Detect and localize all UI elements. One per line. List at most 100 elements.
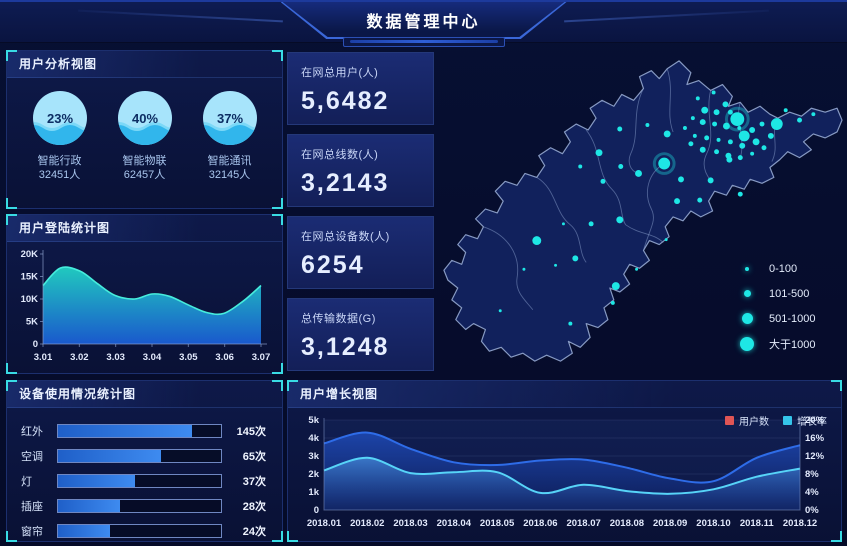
panel-user-analysis: 用户分析视图 23% 智能行政 32451人 40% 智能物联 62457人 37% 智能通讯… — [6, 50, 283, 209]
svg-text:2018.08: 2018.08 — [610, 518, 644, 529]
svg-text:0: 0 — [314, 505, 319, 516]
map-scatter-point — [695, 96, 700, 101]
growth-chart: 0 1k 2k 3k 4k 5k 0% 4% 8% 12% 16% 20% 2018.01 2018.02… — [307, 415, 825, 529]
map-scatter-point — [707, 177, 714, 184]
svg-text:2018.03: 2018.03 — [393, 518, 427, 529]
map-scatter-point — [727, 139, 733, 145]
svg-text:2018.09: 2018.09 — [653, 518, 687, 529]
map-legend-dot-icon — [743, 290, 751, 297]
page-title: 数据管理中心 — [366, 13, 481, 31]
map-scatter-point — [674, 198, 681, 205]
map-scatter-point — [770, 118, 783, 130]
map-scatter-glow — [724, 106, 750, 132]
gauge-label: 智能通讯 — [207, 155, 252, 167]
map-scatter-point — [645, 123, 650, 128]
stat-label: 在网总线数(人) — [301, 149, 379, 161]
device-bar-track — [57, 498, 222, 513]
stat-cards: 在网总用户(人) 5,6482 在网总线数(人) 3,2143 在网总设备数(人) 625… — [287, 52, 434, 371]
map-scatter-point — [730, 112, 745, 127]
stat-card: 在网总设备数(人) 6254 — [287, 216, 434, 289]
header-underbar — [342, 37, 505, 47]
map-scatter-point — [722, 122, 730, 130]
growth-legend-item[interactable]: 增长率 — [783, 413, 827, 428]
svg-text:0: 0 — [33, 339, 38, 350]
map-legend-item[interactable]: 0-100 — [737, 256, 816, 281]
stat-value: 3,2143 — [301, 169, 390, 197]
gauge: 37% 智能通讯 32145人 — [192, 89, 268, 182]
map-scatter-point — [635, 267, 639, 271]
map-scatter-point — [600, 178, 606, 184]
device-bar-fill — [58, 524, 111, 537]
svg-text:2018.11: 2018.11 — [740, 518, 775, 529]
device-row: 灯 37次 — [21, 471, 266, 490]
map-legend-dot-icon — [745, 266, 749, 271]
map-scatter-point — [750, 151, 755, 156]
svg-text:3.04: 3.04 — [143, 352, 162, 363]
map-scatter-point — [699, 119, 706, 126]
map-legend-label: 501-1000 — [769, 312, 816, 325]
device-bar-fill — [58, 474, 135, 487]
login-chart: 0 5K 10K 15K 20K 3.01 3.02 3.03 3.04 3.05 3.06 3.07 — [21, 249, 271, 363]
gauge-circle: 37% — [202, 91, 257, 145]
device-row: 插座 28次 — [21, 496, 266, 515]
panel-user-growth: 用户增长视图 用户数 增长率 0 1k 2k 3k 4k 5k 0% 4% 8% 12% 16% 20%… — [287, 380, 842, 542]
map-legend-dot-icon — [740, 336, 754, 351]
map-scatter-point — [616, 216, 624, 224]
svg-text:2018.02: 2018.02 — [350, 518, 384, 529]
svg-text:20K: 20K — [21, 249, 39, 260]
map-scatter-point — [692, 133, 697, 138]
panel-user-growth-title: 用户增长视图 — [288, 381, 841, 408]
svg-text:2018.10: 2018.10 — [696, 518, 730, 529]
svg-text:2018.04: 2018.04 — [437, 518, 472, 529]
header-trapezoid: 数据管理中心 — [280, 2, 567, 39]
stat-label: 总传输数据(G) — [301, 313, 376, 325]
map-scatter-point — [726, 156, 733, 163]
map-scatter-point — [737, 126, 742, 130]
map-scatter-point — [498, 309, 502, 313]
legend-name: 增长率 — [797, 417, 827, 428]
map-scatter-point — [690, 116, 695, 121]
stat-card: 在网总用户(人) 5,6482 — [287, 52, 434, 125]
header-wing-right — [564, 9, 769, 23]
device-row: 空调 65次 — [21, 446, 266, 465]
map-legend-item[interactable]: 101-500 — [737, 281, 816, 306]
growth-legend-item[interactable]: 用户数 — [725, 413, 769, 428]
panel-device-usage: 设备使用情况统计图 红外 145次 空调 65次灯 37次 插座 28次 窗帘 24次 — [6, 380, 283, 542]
device-value: 65次 — [242, 450, 266, 463]
map-scatter-point — [688, 141, 694, 147]
map-scatter-point — [617, 126, 623, 132]
map-scatter-point — [699, 146, 706, 153]
map-legend-dot-icon — [741, 313, 753, 324]
map-legend-item[interactable]: 大于1000 — [737, 331, 816, 356]
svg-text:10K: 10K — [21, 294, 39, 305]
map-legend-label: 101-500 — [769, 287, 810, 300]
svg-text:2018.06: 2018.06 — [523, 518, 557, 529]
gauge-percent: 23% — [46, 111, 72, 126]
map-scatter-point — [752, 138, 760, 146]
map-scatter-point — [611, 282, 620, 290]
map-legend-dot-box — [737, 313, 757, 324]
device-label: 灯 — [21, 475, 32, 488]
map-scatter-point — [759, 121, 765, 127]
growth-legend: 用户数 增长率 — [725, 413, 827, 428]
device-value: 145次 — [236, 425, 266, 438]
map-scatter-point — [727, 109, 733, 115]
map-scatter-point — [522, 267, 526, 271]
device-bar-track — [57, 473, 222, 488]
map-scatter-point — [738, 130, 750, 142]
map-scatter-point — [739, 142, 746, 149]
gauge-count: 32451人 — [38, 169, 81, 181]
map-scatter-point — [554, 263, 558, 267]
map-legend-label: 0-100 — [769, 262, 798, 275]
gauge: 40% 智能物联 62457人 — [107, 89, 183, 182]
svg-text:5K: 5K — [26, 317, 38, 328]
map-legend-item[interactable]: 501-1000 — [737, 306, 816, 331]
svg-text:16%: 16% — [805, 433, 825, 444]
map-scatter-point — [588, 221, 594, 227]
svg-text:2018.12: 2018.12 — [783, 518, 817, 529]
map-scatter-point — [761, 145, 767, 151]
map-scatter-point — [716, 137, 721, 142]
map-scatter-point — [664, 238, 668, 242]
svg-text:4k: 4k — [308, 433, 319, 444]
map-scatter-point — [713, 109, 720, 116]
